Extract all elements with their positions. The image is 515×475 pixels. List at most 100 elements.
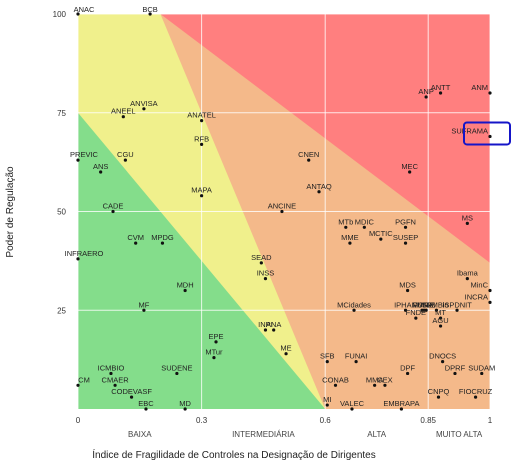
data-point <box>214 340 218 344</box>
point-label: CNPQ <box>428 387 450 396</box>
point-label: INPI <box>258 320 273 329</box>
point-label: SUDENE <box>161 363 192 372</box>
point-label: MTur <box>205 348 223 357</box>
data-point <box>121 115 125 119</box>
point-label: ME <box>280 344 291 353</box>
point-label: EPE <box>209 332 224 341</box>
data-point <box>403 308 408 312</box>
point-label: EMBRAPA <box>383 399 419 408</box>
data-point <box>441 360 445 364</box>
point-label: IPHAN <box>394 300 417 309</box>
data-point <box>134 241 138 245</box>
data-point <box>212 356 216 360</box>
data-point <box>344 225 348 229</box>
data-point <box>284 352 288 356</box>
x-axis-ticks: 0 0.3 0.6 0.85 1 <box>76 416 493 425</box>
data-point <box>465 277 469 281</box>
point-label: FIOCRUZ <box>459 387 493 396</box>
highlight-box <box>463 121 511 146</box>
data-point <box>129 395 134 399</box>
point-label: SUDAM <box>468 363 495 372</box>
data-point <box>406 371 410 376</box>
point-label: MF <box>138 300 149 309</box>
point-label: DPRF <box>445 363 466 372</box>
point-label: MME <box>341 233 359 242</box>
point-label: ANP <box>418 87 433 96</box>
point-label: ANCINE <box>268 202 296 211</box>
point-label: INCRA <box>465 292 488 301</box>
data-point <box>348 241 352 245</box>
point-label: FNDE <box>406 308 426 317</box>
data-point <box>263 328 268 332</box>
data-point <box>352 308 356 312</box>
x-tick-label: 0.6 <box>320 416 332 425</box>
data-point <box>414 316 418 320</box>
point-label: PGFN <box>395 217 416 226</box>
point-label: ANEEL <box>111 107 136 116</box>
point-label: BCB <box>142 5 157 14</box>
point-label: CM <box>78 375 90 384</box>
point-label: MTb <box>338 217 353 226</box>
point-label: MMA <box>366 375 384 384</box>
point-label: MDIC <box>355 217 375 226</box>
data-point <box>148 12 152 16</box>
y-axis-title: Poder de Regulação <box>5 166 16 258</box>
data-point <box>488 91 492 95</box>
data-point <box>99 170 103 174</box>
point-label: Ibama <box>457 269 479 278</box>
point-label: CNEN <box>298 150 319 159</box>
data-point <box>438 316 443 320</box>
data-point <box>383 383 387 387</box>
point-label: RFB <box>194 134 209 143</box>
point-label: CGU <box>117 150 134 159</box>
point-label: CONAB <box>322 375 349 384</box>
data-point <box>280 209 284 214</box>
data-point <box>259 261 263 265</box>
data-point <box>76 257 80 261</box>
point-label: SUFRAMA <box>451 126 488 135</box>
point-label: CEX <box>377 375 392 384</box>
data-point <box>399 407 404 411</box>
data-point <box>403 241 408 245</box>
point-label: MDS <box>399 281 416 290</box>
y-axis-ticks: 25 50 75 100 <box>53 10 67 315</box>
data-point <box>272 328 276 332</box>
x-category-label: MUITO ALTA <box>436 430 483 439</box>
point-label: MCTIC <box>369 229 393 238</box>
x-axis-categories: BAIXA INTERMEDIÁRIA ALTA MUITO ALTA <box>128 430 483 439</box>
data-point <box>263 277 268 281</box>
data-point <box>488 288 492 293</box>
point-label: ICMBIO <box>98 363 125 372</box>
point-label: CODEVASF <box>111 387 152 396</box>
data-point <box>325 403 329 407</box>
data-point <box>362 225 366 229</box>
data-point <box>109 371 113 376</box>
point-label: MinC <box>470 281 488 290</box>
point-label: INFRAERO <box>65 249 104 258</box>
data-point <box>438 324 443 328</box>
data-point <box>183 288 187 293</box>
data-point <box>113 383 117 387</box>
data-point <box>488 300 492 304</box>
point-label: ANVISA <box>130 99 158 108</box>
data-point <box>123 158 127 162</box>
point-label: MS <box>462 213 473 222</box>
point-label: DNOCS <box>429 352 456 361</box>
grid <box>78 14 490 409</box>
point-label: MJSP <box>412 300 432 309</box>
data-point <box>307 158 311 162</box>
point-label: ANA <box>266 320 281 329</box>
data-point <box>111 209 115 214</box>
point-label: ISPDNIT <box>442 300 472 309</box>
data-point <box>434 308 439 312</box>
point-label: SEAD <box>251 253 272 262</box>
data-point <box>455 308 459 312</box>
data-point <box>333 383 338 387</box>
data-point <box>76 383 80 387</box>
data-point <box>183 407 187 411</box>
y-tick-label: 100 <box>53 10 67 19</box>
point-label: MEC <box>401 162 418 171</box>
x-tick-label: 0.3 <box>196 416 208 425</box>
